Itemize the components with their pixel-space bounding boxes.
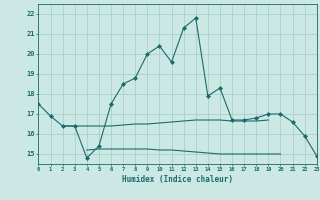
X-axis label: Humidex (Indice chaleur): Humidex (Indice chaleur) <box>122 175 233 184</box>
